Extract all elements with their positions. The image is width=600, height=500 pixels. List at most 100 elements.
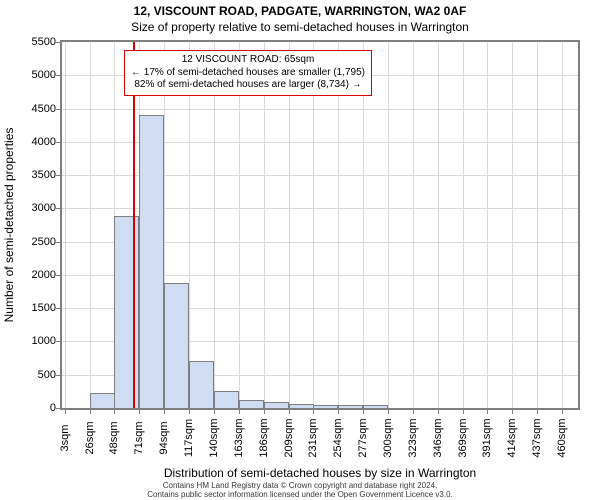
y-tick-label: 1000: [6, 335, 56, 347]
x-tick-label: 71sqm: [133, 408, 145, 468]
y-tick-label: 3000: [6, 202, 56, 214]
x-tick-label: 209sqm: [283, 408, 295, 468]
y-tick-label: 2500: [6, 236, 56, 248]
histogram-bar: [114, 216, 139, 408]
x-tick-mark: [114, 410, 115, 414]
gridline-v: [239, 42, 240, 408]
x-tick-mark: [562, 410, 563, 414]
x-tick-mark: [90, 410, 91, 414]
callout-line: 82% of semi-detached houses are larger (…: [131, 79, 365, 92]
x-tick-mark: [338, 410, 339, 414]
gridline-v: [463, 42, 464, 408]
x-tick-mark: [289, 410, 290, 414]
attribution-line2: Contains public sector information licen…: [147, 490, 453, 499]
x-tick-label: 186sqm: [258, 408, 270, 468]
gridline-v: [388, 42, 389, 408]
gridline-v: [90, 42, 91, 408]
gridline-v: [487, 42, 488, 408]
x-tick-label: 140sqm: [208, 408, 220, 468]
attribution: Contains HM Land Registry data © Crown c…: [0, 481, 600, 500]
x-tick-label: 94sqm: [158, 408, 170, 468]
x-tick-label: 254sqm: [332, 408, 344, 468]
y-tick-mark: [56, 242, 60, 243]
x-tick-mark: [388, 410, 389, 414]
x-tick-mark: [313, 410, 314, 414]
histogram-bar: [214, 391, 239, 408]
x-tick-label: 3sqm: [59, 408, 71, 468]
x-tick-label: 48sqm: [108, 408, 120, 468]
x-tick-mark: [537, 410, 538, 414]
gridline-v: [413, 42, 414, 408]
y-tick-mark: [56, 341, 60, 342]
x-tick-mark: [512, 410, 513, 414]
gridline-v: [512, 42, 513, 408]
histogram-bar: [239, 400, 264, 408]
x-tick-mark: [363, 410, 364, 414]
gridline-v: [537, 42, 538, 408]
y-tick-label: 4500: [6, 103, 56, 115]
gridline-v: [338, 42, 339, 408]
gridline-v: [65, 42, 66, 408]
x-tick-label: 163sqm: [233, 408, 245, 468]
x-tick-label: 231sqm: [307, 408, 319, 468]
y-tick-mark: [56, 175, 60, 176]
x-tick-mark: [438, 410, 439, 414]
x-tick-mark: [413, 410, 414, 414]
y-tick-mark: [56, 308, 60, 309]
gridline-v: [562, 42, 563, 408]
x-tick-mark: [189, 410, 190, 414]
gridline-v: [264, 42, 265, 408]
y-tick-label: 5000: [6, 69, 56, 81]
x-tick-mark: [214, 410, 215, 414]
y-tick-mark: [56, 75, 60, 76]
y-tick-label: 4000: [6, 136, 56, 148]
x-tick-label: 437sqm: [531, 408, 543, 468]
y-axis-label: Number of semi-detached properties: [2, 40, 20, 410]
x-tick-label: 369sqm: [457, 408, 469, 468]
y-tick-mark: [56, 208, 60, 209]
gridline-v: [438, 42, 439, 408]
histogram-bar: [189, 361, 214, 408]
x-tick-label: 26sqm: [84, 408, 96, 468]
gridline-v: [214, 42, 215, 408]
y-tick-label: 3500: [6, 169, 56, 181]
callout-box: 12 VISCOUNT ROAD: 65sqm← 17% of semi-det…: [124, 50, 372, 96]
chart-title: 12, VISCOUNT ROAD, PADGATE, WARRINGTON, …: [0, 4, 600, 18]
y-tick-mark: [56, 42, 60, 43]
x-tick-mark: [264, 410, 265, 414]
gridline-v: [189, 42, 190, 408]
x-tick-mark: [65, 410, 66, 414]
x-tick-mark: [239, 410, 240, 414]
plot-area: 12 VISCOUNT ROAD: 65sqm← 17% of semi-det…: [60, 40, 580, 410]
x-tick-label: 300sqm: [382, 408, 394, 468]
x-tick-label: 414sqm: [506, 408, 518, 468]
chart-subtitle: Size of property relative to semi-detach…: [0, 20, 600, 34]
x-tick-mark: [487, 410, 488, 414]
gridline-v: [313, 42, 314, 408]
histogram-bar: [164, 283, 189, 408]
x-tick-label: 323sqm: [407, 408, 419, 468]
y-tick-label: 1500: [6, 302, 56, 314]
x-tick-label: 346sqm: [432, 408, 444, 468]
x-tick-mark: [463, 410, 464, 414]
x-tick-label: 391sqm: [481, 408, 493, 468]
x-axis-label: Distribution of semi-detached houses by …: [60, 466, 580, 480]
y-tick-label: 0: [6, 402, 56, 414]
gridline-v: [289, 42, 290, 408]
y-tick-mark: [56, 275, 60, 276]
x-tick-mark: [164, 410, 165, 414]
histogram-bar: [90, 393, 115, 408]
y-tick-label: 500: [6, 369, 56, 381]
y-tick-label: 2000: [6, 269, 56, 281]
gridline-v: [363, 42, 364, 408]
y-tick-label: 5500: [6, 36, 56, 48]
x-tick-mark: [139, 410, 140, 414]
histogram-bar: [139, 115, 164, 408]
x-tick-label: 460sqm: [556, 408, 568, 468]
y-tick-mark: [56, 109, 60, 110]
x-tick-label: 277sqm: [357, 408, 369, 468]
callout-line: ← 17% of semi-detached houses are smalle…: [131, 67, 365, 80]
y-tick-mark: [56, 375, 60, 376]
chart-container: 12, VISCOUNT ROAD, PADGATE, WARRINGTON, …: [0, 0, 600, 500]
callout-line: 12 VISCOUNT ROAD: 65sqm: [131, 54, 365, 67]
